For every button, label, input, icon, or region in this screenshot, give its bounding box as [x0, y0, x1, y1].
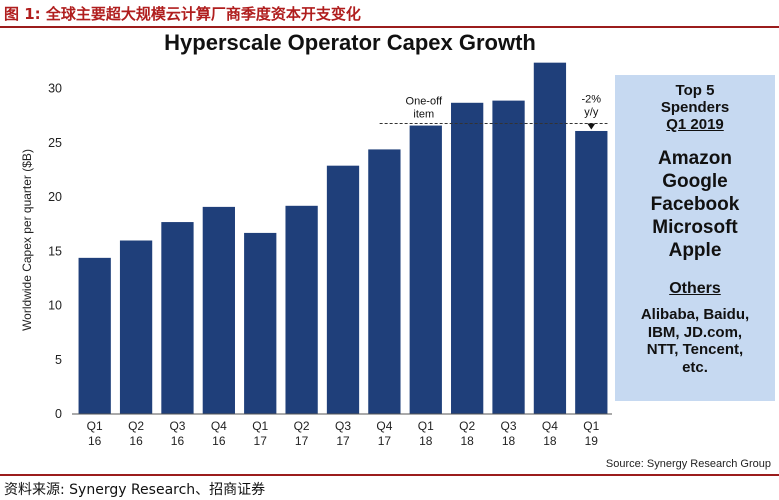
bar-q4-17	[368, 149, 401, 414]
figure-header: 图 1: 全球主要超大规模云计算厂商季度资本开支变化	[0, 0, 779, 28]
others-list: Alibaba, Baidu, IBM, JD.com, NTT, Tencen…	[615, 306, 775, 376]
annotation-yoy: y/y	[584, 107, 599, 119]
x-tick-label: Q1	[418, 419, 434, 433]
top5-item: Amazon	[658, 148, 732, 169]
y-tick-label: 25	[48, 136, 62, 150]
annotation-one-off: One-off	[406, 96, 443, 108]
y-tick-label: 20	[48, 190, 62, 204]
x-tick-label: Q4	[376, 419, 392, 433]
top5-list: Amazon Google Facebook Microsoft Apple	[615, 147, 775, 262]
x-tick-label: 18	[502, 434, 516, 448]
bar-q2-17	[285, 205, 318, 414]
x-tick-label: Q2	[459, 419, 475, 433]
x-tick-label: 17	[295, 434, 309, 448]
top5-item: Microsoft	[652, 217, 738, 238]
bar-q3-18	[492, 100, 525, 414]
x-tick-label: 16	[171, 434, 185, 448]
top-spenders-heading: Top 5 Spenders Q1 2019	[615, 82, 775, 133]
y-tick-label: 10	[48, 299, 62, 313]
footer-rule	[0, 474, 779, 476]
bar-q4-16	[202, 206, 235, 414]
others-label: Others	[669, 280, 721, 297]
x-tick-label: 16	[88, 434, 102, 448]
x-tick-label: Q1	[252, 419, 268, 433]
x-tick-label: 17	[378, 434, 392, 448]
bar-q1-18	[409, 125, 442, 415]
bar-q2-18	[451, 102, 484, 415]
top5-item: Google	[662, 171, 728, 192]
top5-item: Facebook	[650, 194, 740, 215]
x-tick-label: Q2	[294, 419, 310, 433]
bar-q1-19	[575, 130, 608, 414]
others-item: IBM, JD.com,	[647, 323, 743, 341]
x-tick-label: 16	[212, 434, 226, 448]
down-arrow-icon	[587, 123, 596, 130]
top-spenders-panel: Top 5 Spenders Q1 2019 Amazon Google Fac…	[615, 75, 775, 401]
x-tick-label: 17	[254, 434, 268, 448]
x-tick-label: Q3	[501, 419, 517, 433]
annotation-one-off: item	[413, 109, 434, 121]
y-axis-label: Worldwide Capex per quarter ($B)	[20, 149, 34, 331]
x-tick-label: Q3	[169, 419, 185, 433]
x-tick-label: 18	[460, 434, 474, 448]
bar-q2-16	[119, 240, 153, 414]
x-tick-label: 16	[129, 434, 143, 448]
y-tick-label: 15	[48, 244, 62, 258]
capex-bar-chart: Worldwide Capex per quarter ($B) 0 5 10 15 20…	[20, 62, 612, 448]
y-tick-label: 0	[55, 407, 62, 421]
others-item: NTT, Tencent,	[646, 341, 744, 358]
bar-q1-16	[78, 257, 111, 414]
figure-title: 图 1: 全球主要超大规模云计算厂商季度资本开支变化	[4, 5, 361, 23]
x-tick-label: Q2	[128, 419, 144, 433]
others-item: Alibaba, Baidu,	[640, 306, 750, 323]
x-tick-label: 19	[585, 434, 599, 448]
bar-q1-17	[244, 232, 277, 414]
x-tick-label: 18	[543, 434, 557, 448]
x-tick-label: Q3	[335, 419, 351, 433]
heading-line: Top 5	[675, 82, 715, 99]
x-tick-label: Q1	[87, 419, 103, 433]
bar-q3-17	[326, 165, 360, 414]
x-tick-label: 18	[419, 434, 433, 448]
source-note: Source: Synergy Research Group	[605, 458, 771, 470]
chart-title: Hyperscale Operator Capex Growth	[164, 30, 536, 55]
x-tick-label: Q4	[542, 419, 558, 433]
x-tick-label: Q1	[583, 419, 599, 433]
others-item: etc.	[682, 358, 708, 376]
x-tick-label: Q4	[211, 419, 227, 433]
y-tick-label: 30	[48, 82, 62, 96]
footer-source: 资料来源: Synergy Research、招商证券	[4, 482, 266, 498]
heading-line: Spenders	[660, 99, 730, 116]
top5-item: Apple	[668, 240, 722, 261]
heading-period: Q1 2019	[666, 116, 724, 133]
annotation-yoy: -2%	[582, 94, 602, 106]
bar-q3-16	[161, 222, 194, 414]
x-tick-label: 17	[336, 434, 350, 448]
y-tick-label: 5	[55, 353, 62, 367]
bar-q4-18	[533, 62, 567, 414]
